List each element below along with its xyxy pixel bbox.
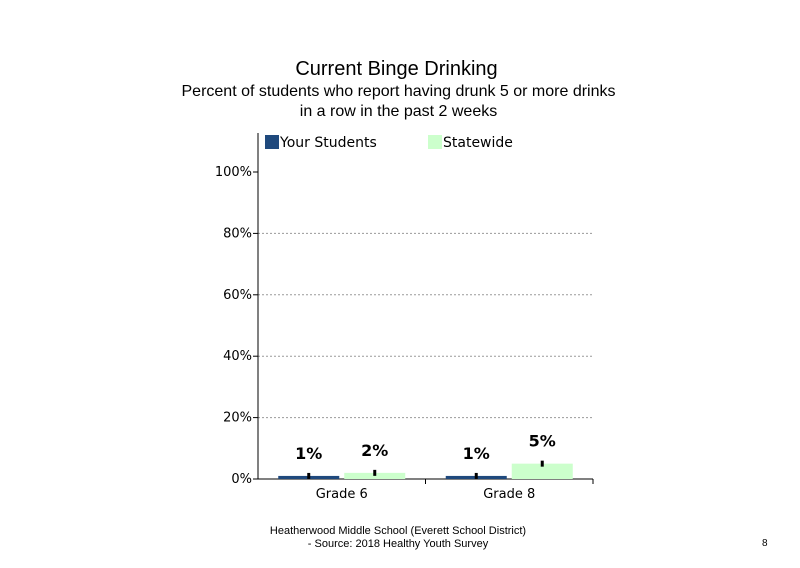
x-tick-label: Grade 8 — [483, 487, 535, 502]
bar — [344, 472, 406, 479]
legend-swatch — [428, 135, 442, 149]
y-tick-label: 40% — [223, 349, 252, 364]
bar — [511, 463, 573, 479]
chart-title: Current Binge Drinking — [295, 58, 498, 80]
data-label: 1% — [463, 444, 490, 463]
legend-swatch — [265, 135, 279, 149]
y-tick-label: 80% — [223, 226, 252, 241]
x-tick-label: Grade 6 — [316, 487, 368, 502]
chart-subtitle: Percent of students who report having dr… — [0, 82, 797, 122]
y-tick-label: 60% — [223, 288, 252, 303]
subtitle-line-2: in a row in the past 2 weeks — [299, 103, 498, 120]
footer-school: Heatherwood Middle School (Everett Schoo… — [269, 525, 527, 537]
page-number: 8 — [762, 538, 768, 549]
y-tick-label: 20% — [223, 411, 252, 426]
gridlines — [258, 232, 593, 419]
data-label: 1% — [295, 444, 322, 463]
footer-source: - Source: 2018 Healthy Youth Survey — [307, 538, 489, 550]
subtitle-line-1: Percent of students who report having dr… — [181, 83, 616, 100]
data-label: 2% — [361, 441, 388, 460]
bars: 1% 2% 1% 5% — [278, 432, 573, 479]
y-axis: 0% 20% 40% 60% 80% 100% — [215, 133, 259, 487]
legend: Your Students Statewide — [265, 135, 513, 151]
data-label: 5% — [529, 432, 556, 451]
y-tick-label: 100% — [215, 165, 252, 180]
y-tick-label: 0% — [231, 472, 252, 487]
x-tick-labels: Grade 6 Grade 8 — [316, 479, 594, 502]
legend-label: Your Students — [279, 135, 377, 151]
footer: Heatherwood Middle School (Everett Schoo… — [0, 525, 796, 551]
legend-label: Statewide — [443, 135, 513, 151]
